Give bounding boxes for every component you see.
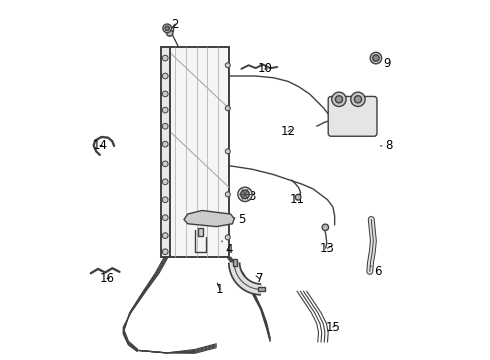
Circle shape (162, 233, 168, 238)
Circle shape (225, 192, 230, 197)
Circle shape (225, 106, 230, 111)
Text: 13: 13 (320, 242, 335, 255)
Text: 16: 16 (99, 272, 115, 285)
Circle shape (162, 197, 168, 203)
Text: 14: 14 (92, 139, 107, 152)
Circle shape (162, 91, 168, 97)
Text: 4: 4 (221, 241, 233, 256)
Circle shape (225, 235, 230, 240)
FancyBboxPatch shape (328, 96, 377, 136)
Circle shape (335, 96, 343, 103)
Circle shape (225, 63, 230, 68)
Text: 2: 2 (171, 18, 179, 31)
Circle shape (162, 73, 168, 79)
Circle shape (162, 123, 168, 129)
Circle shape (162, 107, 168, 113)
Text: 7: 7 (256, 272, 263, 285)
Circle shape (163, 24, 172, 33)
Circle shape (162, 179, 168, 185)
Circle shape (295, 194, 301, 200)
Text: 15: 15 (325, 320, 340, 333)
Text: 8: 8 (380, 139, 392, 152)
Circle shape (162, 215, 168, 221)
Polygon shape (184, 211, 234, 226)
Bar (233, 258, 238, 266)
Text: 3: 3 (245, 190, 256, 203)
Bar (164, 47, 229, 257)
Circle shape (165, 26, 170, 31)
Text: 1: 1 (216, 283, 223, 296)
Bar (166, 27, 173, 31)
Bar (258, 287, 265, 291)
Circle shape (162, 249, 168, 255)
Circle shape (354, 96, 362, 103)
Circle shape (238, 187, 252, 202)
Circle shape (225, 149, 230, 154)
Circle shape (351, 92, 365, 107)
Text: 10: 10 (257, 62, 272, 75)
Circle shape (241, 190, 249, 199)
Circle shape (373, 55, 379, 61)
Circle shape (322, 224, 329, 230)
Bar (197, 228, 203, 235)
Circle shape (162, 141, 168, 147)
Circle shape (162, 161, 168, 167)
Text: 12: 12 (281, 125, 295, 138)
Circle shape (370, 52, 382, 64)
Text: 9: 9 (379, 57, 391, 70)
Bar (161, 47, 170, 257)
Circle shape (162, 55, 168, 61)
Circle shape (332, 92, 346, 107)
Text: 5: 5 (234, 213, 245, 226)
Text: 6: 6 (370, 265, 381, 278)
Text: 11: 11 (290, 193, 304, 206)
Circle shape (167, 30, 173, 36)
